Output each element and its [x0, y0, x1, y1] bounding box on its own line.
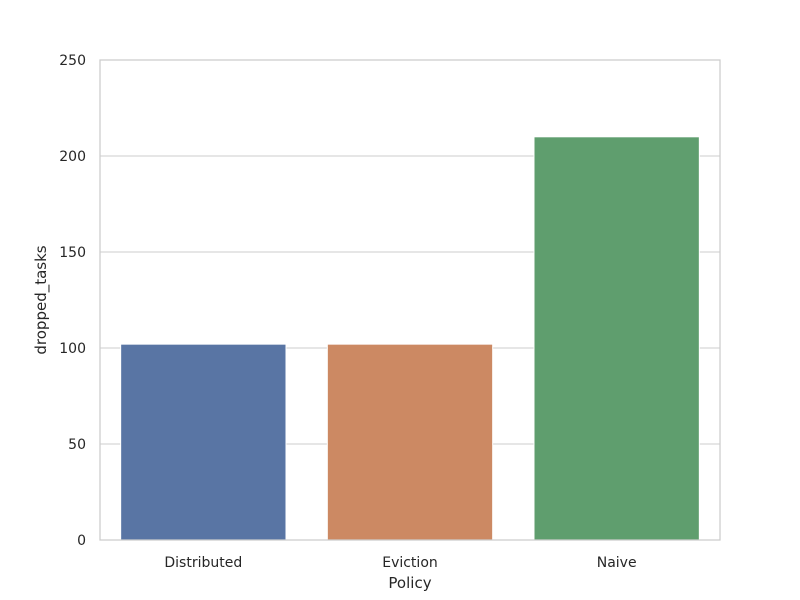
y-tick-label: 100 — [59, 341, 86, 357]
y-tick-label: 200 — [59, 149, 86, 165]
y-axis-label: dropped_tasks — [32, 245, 51, 354]
x-tick-label-naive: Naive — [597, 555, 637, 571]
bars — [120, 136, 700, 541]
x-axis-label: Policy — [388, 574, 431, 592]
x-tick-labels: Distributed Eviction Naive — [164, 555, 636, 571]
bar-distributed — [120, 343, 287, 541]
bar-naive — [533, 136, 700, 541]
y-tick-label: 250 — [59, 53, 86, 69]
x-tick-label-eviction: Eviction — [382, 555, 438, 571]
plot-frame — [99, 59, 721, 541]
bar-eviction — [326, 343, 494, 541]
y-tick-labels: 0 50 100 150 200 250 — [59, 53, 86, 549]
y-tick-label: 150 — [59, 245, 86, 261]
y-tick-label: 0 — [77, 533, 86, 549]
y-tick-label: 50 — [68, 437, 86, 453]
x-tick-label-distributed: Distributed — [164, 555, 242, 571]
